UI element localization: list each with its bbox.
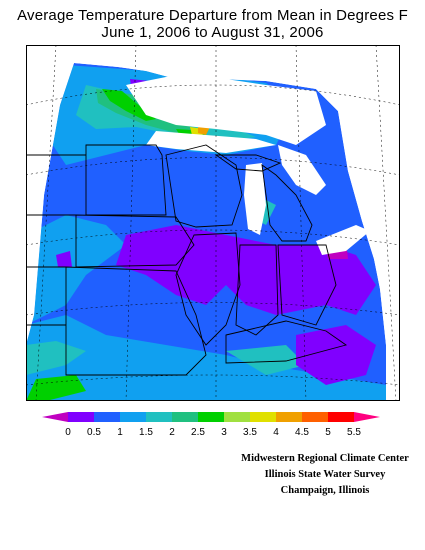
graticule bbox=[26, 45, 400, 401]
legend-tick-label: 4.5 bbox=[295, 427, 309, 438]
legend-swatch bbox=[42, 412, 68, 422]
legend-tick-label: 5 bbox=[325, 427, 331, 438]
purple-patch-west bbox=[56, 251, 72, 267]
legend-tick-label: 0.5 bbox=[87, 427, 101, 438]
legend-color-bar bbox=[42, 412, 380, 422]
western-state-lines bbox=[26, 154, 86, 326]
teal-patch-south bbox=[226, 345, 306, 375]
legend-tick-label: 3.5 bbox=[243, 427, 257, 438]
map-frame bbox=[26, 45, 400, 401]
no-data-west bbox=[26, 45, 74, 345]
green-patch-southwest bbox=[26, 375, 86, 401]
legend-swatch bbox=[172, 412, 198, 422]
legend-tick-label: 2 bbox=[169, 427, 175, 438]
credit-line-1: Midwestern Regional Climate Center bbox=[241, 453, 409, 464]
map-title-line1: Average Temperature Departure from Mean … bbox=[17, 7, 408, 24]
legend-tick-label: 3 bbox=[221, 427, 227, 438]
lake-erie bbox=[316, 225, 370, 255]
lake-superior bbox=[146, 131, 276, 153]
sky-band-west bbox=[26, 215, 126, 325]
lake-huron bbox=[278, 145, 326, 195]
legend-tick-label: 1.5 bbox=[139, 427, 153, 438]
michigan-lower-outline bbox=[261, 164, 313, 242]
legend-swatch bbox=[120, 412, 146, 422]
kentucky-outline bbox=[225, 320, 348, 364]
legend-swatch bbox=[68, 412, 94, 422]
legend-swatch bbox=[276, 412, 302, 422]
map-title-line2: June 1, 2006 to August 31, 2006 bbox=[101, 24, 324, 41]
ohio-outline bbox=[277, 244, 337, 326]
legend-tick-labels: 0 0.5 1 1.5 2 2.5 3 3.5 4 4.5 5 5.5 bbox=[65, 427, 361, 438]
legend-swatch bbox=[302, 412, 328, 422]
sky-band-south bbox=[26, 315, 386, 401]
legend-swatch bbox=[224, 412, 250, 422]
purple-patch-southeast bbox=[296, 325, 376, 385]
purple-core bbox=[116, 225, 376, 315]
temperature-departure-map bbox=[26, 45, 400, 401]
color-legend: 0 0.5 1 1.5 2 2.5 3 3.5 4 4.5 5 5.5 bbox=[42, 412, 380, 438]
lake-michigan bbox=[244, 163, 266, 235]
legend-swatch bbox=[146, 412, 172, 422]
legend-swatch bbox=[94, 412, 120, 422]
legend-swatch bbox=[354, 412, 380, 422]
legend-tick-label: 2.5 bbox=[191, 427, 205, 438]
legend-swatch bbox=[198, 412, 224, 422]
legend-swatch bbox=[328, 412, 354, 422]
legend-tick-label: 0 bbox=[65, 427, 71, 438]
legend-tick-label: 5.5 bbox=[347, 427, 361, 438]
no-data-east bbox=[316, 45, 400, 401]
teal-band-southwest bbox=[26, 341, 86, 375]
legend-tick-label: 4 bbox=[273, 427, 279, 438]
legend-swatch bbox=[250, 412, 276, 422]
green-band-north bbox=[102, 89, 156, 121]
canada-no-data bbox=[126, 75, 326, 145]
credit-line-2: Illinois State Water Survey bbox=[264, 469, 386, 480]
legend-tick-label: 1 bbox=[117, 427, 123, 438]
michigan-upper-outline bbox=[214, 154, 282, 172]
credit-line-3: Champaign, Illinois bbox=[280, 485, 370, 496]
missouri-outline bbox=[65, 266, 207, 376]
